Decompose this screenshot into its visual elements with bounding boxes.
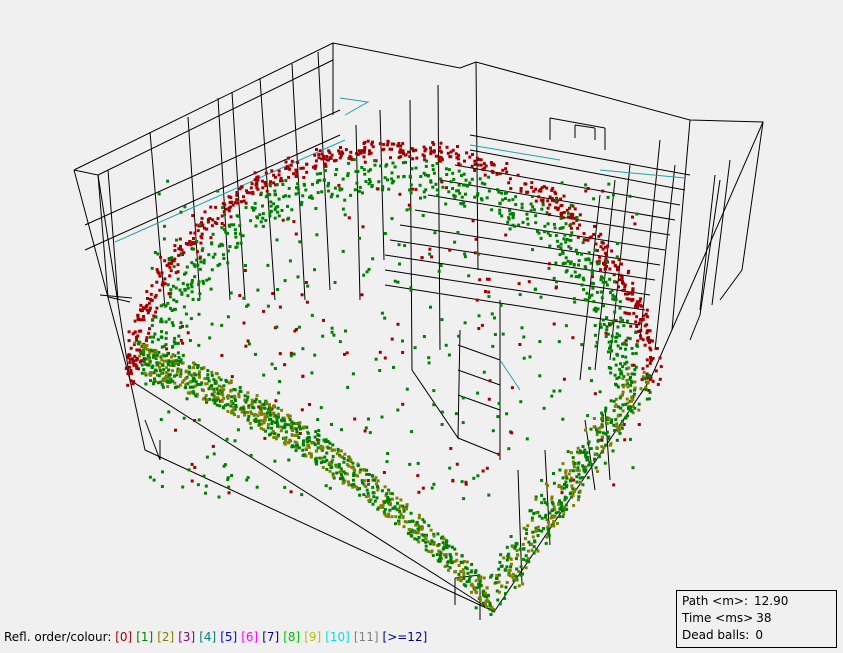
legend-entry-7: [7] xyxy=(262,630,280,644)
legend-entry-12: [>=12] xyxy=(382,630,428,644)
time-label: Time <ms> xyxy=(682,611,754,625)
reflection-legend: Refl. order/colour: [0] [1] [2] [3] [4] [5] [6… xyxy=(4,629,431,645)
legend-entry-5: [5] xyxy=(220,630,238,644)
path-label: Path <m>: xyxy=(682,594,749,608)
dead-balls-row: Dead balls: 0 xyxy=(682,627,831,644)
legend-entry-6: [6] xyxy=(241,630,259,644)
path-row: Path <m>: 12.90 xyxy=(682,593,831,610)
legend-entry-3: [3] xyxy=(178,630,196,644)
legend-entry-8: [8] xyxy=(283,630,301,644)
legend-entry-0: [0] xyxy=(115,630,133,644)
legend-entry-2: [2] xyxy=(157,630,175,644)
legend-entry-1: [1] xyxy=(136,630,154,644)
time-value: 38 xyxy=(756,611,772,625)
reflection-points xyxy=(124,139,663,616)
accent-lines xyxy=(114,97,686,391)
legend-label: Refl. order/colour: xyxy=(4,630,112,644)
dead-balls-label: Dead balls: xyxy=(682,628,750,642)
legend-entry-11: [11] xyxy=(353,630,379,644)
legend-entry-9: [9] xyxy=(304,630,322,644)
stats-panel: Path <m>: 12.90 Time <ms> 38 Dead balls: 0 xyxy=(676,590,837,648)
path-value: 12.90 xyxy=(754,594,789,608)
legend-entry-10: [10] xyxy=(325,630,350,644)
dead-balls-value: 0 xyxy=(755,628,763,642)
time-row: Time <ms> 38 xyxy=(682,610,831,627)
legend-entry-4: [4] xyxy=(199,630,217,644)
